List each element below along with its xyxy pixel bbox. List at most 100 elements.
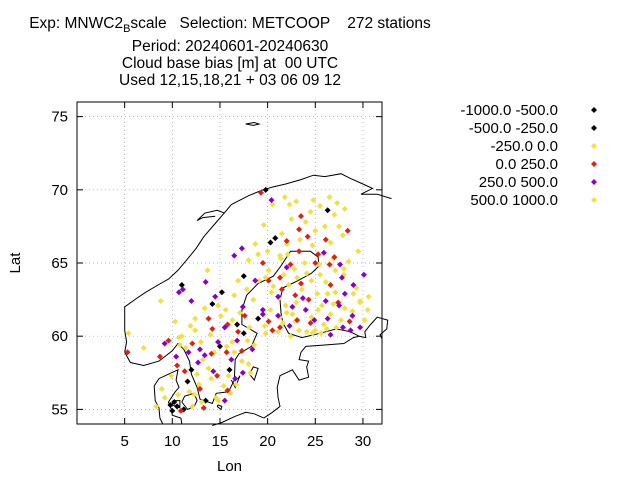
- data-point: [341, 305, 348, 312]
- data-point: [296, 327, 303, 334]
- data-point: [302, 219, 309, 226]
- data-point: [344, 227, 351, 234]
- data-point: [282, 302, 289, 309]
- data-point: [272, 235, 279, 242]
- data-point: [175, 289, 182, 296]
- data-point: [196, 385, 203, 392]
- data-point: [334, 199, 341, 206]
- data-point: [178, 333, 185, 340]
- data-point: [243, 286, 250, 293]
- data-point: [320, 321, 327, 328]
- data-point: [326, 194, 333, 201]
- data-point: [324, 290, 331, 297]
- data-point: [200, 404, 207, 411]
- data-point: [196, 346, 203, 353]
- data-point: [252, 240, 259, 247]
- data-point: [307, 320, 314, 327]
- data-point: [257, 189, 264, 196]
- data-point: [234, 321, 241, 328]
- data-point: [210, 368, 217, 375]
- data-point: [285, 281, 292, 288]
- data-point: [292, 292, 299, 299]
- grid: [77, 102, 382, 424]
- chart-title: Exp: MNWC2Bscale Selection: METCOOP 272 …: [0, 15, 460, 89]
- data-point: [322, 236, 329, 243]
- data-point: [311, 317, 318, 324]
- data-point: [226, 366, 233, 373]
- data-point: [297, 236, 304, 243]
- data-point: [318, 302, 325, 309]
- data-point: [330, 300, 337, 307]
- data-point: [259, 260, 266, 266]
- data-point: [327, 239, 334, 246]
- data-point: [186, 388, 193, 395]
- data-point: [202, 279, 209, 286]
- legend-label: -500.0 -250.0: [469, 120, 558, 137]
- data-point: [339, 232, 346, 239]
- data-point: [281, 194, 288, 201]
- data-point: [268, 289, 275, 296]
- data-point: [259, 306, 266, 313]
- data-point: [212, 293, 219, 300]
- title-exp-subscript: B: [123, 23, 131, 36]
- axis-ticks: 5 10 15 20 25 30 55 60 65 70 75: [51, 102, 382, 450]
- data-point: [323, 325, 330, 332]
- data-point: [289, 311, 296, 318]
- data-point: [331, 211, 338, 218]
- data-point: [340, 265, 347, 272]
- data-point: [312, 227, 319, 234]
- data-point: [171, 399, 178, 406]
- title-line-3: Cloud base bias [m] at 00 UTC: [121, 55, 339, 73]
- data-point: [231, 349, 238, 356]
- data-point: [174, 403, 181, 410]
- data-points: [124, 186, 372, 414]
- legend: -1000.0 -500.0-500.0 -250.0-250.0 0.00.0…: [460, 102, 597, 209]
- data-point: [229, 339, 236, 346]
- data-point: [191, 391, 198, 398]
- coastline: [249, 366, 259, 382]
- data-point: [283, 264, 290, 271]
- data-point: [231, 252, 238, 259]
- data-point: [238, 347, 245, 354]
- data-point: [318, 330, 324, 337]
- data-point: [364, 306, 371, 313]
- data-point: [283, 238, 290, 245]
- x-tick-label: 30: [355, 433, 372, 450]
- data-point: [308, 277, 315, 284]
- data-point: [238, 245, 245, 252]
- data-point: [322, 279, 329, 286]
- data-point: [215, 302, 222, 309]
- data-point: [198, 399, 205, 406]
- x-axis-label: Lon: [217, 458, 242, 475]
- data-point: [296, 248, 303, 255]
- x-tick-label: 5: [120, 433, 128, 450]
- data-point: [286, 322, 293, 329]
- data-point: [294, 317, 301, 324]
- data-point: [209, 300, 216, 307]
- data-point: [181, 368, 188, 375]
- data-point: [233, 381, 240, 388]
- data-point: [223, 349, 230, 356]
- data-point: [192, 327, 199, 334]
- data-point: [275, 328, 282, 335]
- x-tick-label: 10: [164, 433, 181, 450]
- data-point: [177, 407, 184, 414]
- legend-marker: [591, 197, 597, 203]
- data-point: [293, 198, 300, 205]
- data-point: [347, 327, 354, 334]
- data-point: [260, 221, 267, 228]
- data-point: [161, 340, 168, 347]
- data-point: [297, 213, 304, 220]
- data-point: [247, 369, 254, 376]
- data-point: [304, 233, 311, 240]
- data-point: [336, 223, 343, 230]
- data-point: [333, 324, 340, 331]
- data-point: [268, 197, 275, 204]
- data-point: [205, 365, 212, 372]
- data-point: [277, 324, 284, 331]
- legend-marker: [591, 161, 597, 167]
- data-point: [249, 346, 256, 353]
- data-point: [350, 281, 357, 288]
- legend-label: 500.0 1000.0: [470, 192, 558, 209]
- data-point: [244, 337, 251, 344]
